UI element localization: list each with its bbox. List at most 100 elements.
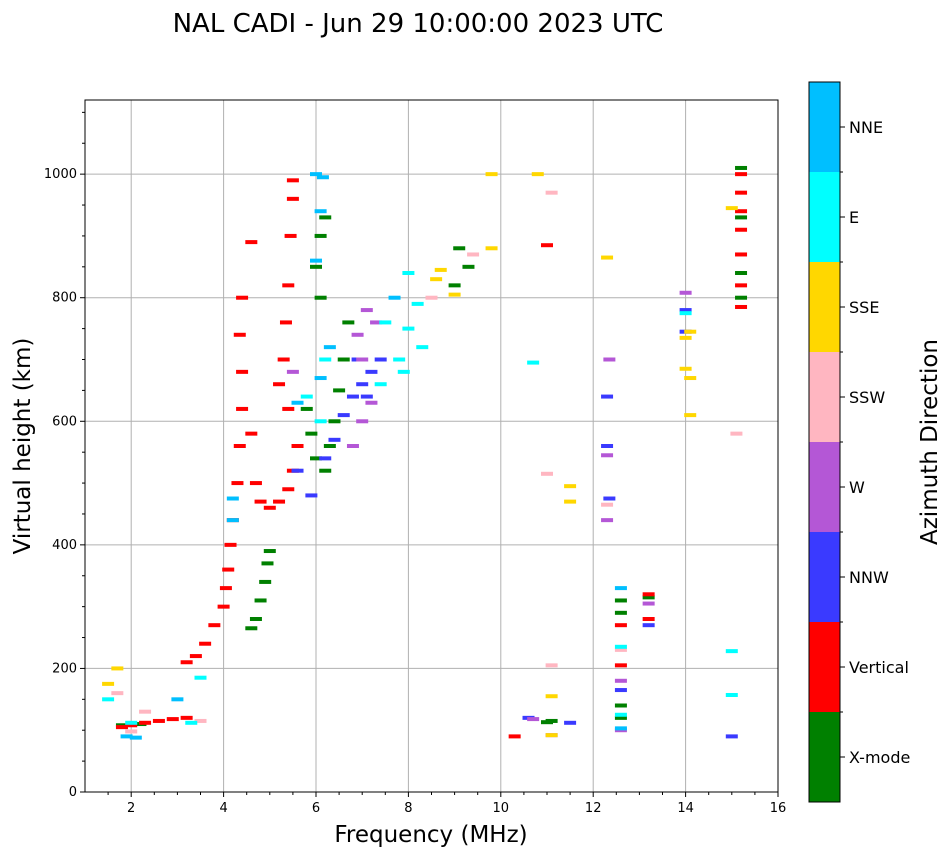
data-point: [545, 733, 558, 738]
data-point: [564, 484, 577, 489]
data-point: [233, 444, 246, 448]
data-point: [614, 623, 627, 628]
data-point: [365, 400, 378, 405]
data-point: [245, 626, 258, 631]
x-tick-label: 8: [404, 801, 412, 816]
data-point: [545, 694, 558, 699]
x-axis-label: Frequency (MHz): [334, 822, 527, 848]
colorbar: X-mode Vertical NNW W SSW SSE E NNE: [808, 81, 910, 803]
plot-frame: [84, 99, 779, 793]
colorbar-segment: [809, 352, 840, 442]
data-point: [601, 502, 614, 507]
data-point: [356, 382, 369, 387]
data-point: [614, 688, 627, 693]
y-axis-ticks: 0 200 400 600 800 1000: [44, 111, 85, 800]
data-point: [226, 518, 239, 523]
data-point: [531, 172, 544, 177]
data-point: [642, 601, 655, 606]
data-point: [679, 366, 692, 371]
data-point: [328, 437, 341, 442]
x-tick-label: 6: [312, 801, 320, 816]
data-points: [102, 165, 748, 740]
data-point: [245, 431, 258, 436]
data-point: [374, 382, 387, 387]
data-point: [346, 444, 359, 448]
data-point: [314, 419, 327, 424]
data-point: [603, 496, 616, 501]
data-point: [319, 215, 332, 220]
data-point: [735, 295, 748, 300]
data-point: [614, 663, 627, 668]
data-point: [684, 329, 697, 334]
x-tick-label: 10: [493, 801, 510, 816]
data-point: [448, 292, 461, 297]
data-point: [360, 394, 373, 399]
data-point: [282, 487, 295, 492]
data-point: [411, 301, 424, 306]
data-point: [115, 725, 128, 730]
data-point: [291, 400, 304, 405]
data-point: [277, 357, 290, 362]
data-point: [453, 246, 466, 251]
data-point: [434, 267, 447, 272]
data-point: [545, 663, 558, 668]
data-point: [305, 431, 318, 436]
data-point: [379, 320, 392, 325]
data-point: [254, 598, 267, 603]
data-point: [233, 332, 246, 337]
x-tick-label: 2: [127, 801, 135, 816]
data-point: [614, 586, 627, 591]
data-point: [333, 388, 346, 393]
data-point: [125, 723, 138, 728]
data-point: [614, 703, 627, 708]
data-point: [374, 357, 387, 362]
data-point: [603, 357, 616, 362]
data-point: [485, 246, 498, 251]
data-point: [397, 369, 410, 374]
data-point: [261, 561, 274, 566]
data-point: [351, 332, 364, 337]
colorbar-segment: [809, 532, 840, 622]
data-point: [388, 295, 401, 300]
data-point: [273, 382, 286, 387]
data-point: [545, 190, 558, 195]
data-point: [416, 345, 429, 350]
data-point: [430, 277, 443, 282]
data-point: [310, 172, 322, 177]
data-point: [236, 406, 249, 411]
data-point: [125, 720, 138, 725]
colorbar-tick-label: NNW: [849, 568, 889, 587]
data-point: [300, 394, 313, 399]
data-point: [286, 369, 299, 374]
data-point: [614, 678, 627, 683]
data-point: [224, 542, 237, 547]
colorbar-segment: [809, 712, 840, 802]
data-point: [679, 335, 692, 340]
data-point: [310, 258, 322, 263]
data-point: [208, 623, 221, 628]
colorbar-tick-label: X-mode: [849, 748, 910, 767]
data-point: [601, 453, 614, 458]
data-point: [735, 209, 748, 214]
data-point: [365, 369, 378, 374]
colorbar-tick-label: SSW: [849, 388, 885, 407]
chart-title: NAL CADI - Jun 29 10:00:00 2023 UTC: [173, 9, 664, 39]
data-point: [642, 617, 655, 621]
data-point: [231, 481, 244, 486]
data-point: [328, 419, 341, 424]
data-point: [314, 376, 327, 381]
data-point: [614, 712, 627, 717]
data-point: [284, 233, 297, 238]
data-point: [259, 579, 272, 584]
data-point: [180, 715, 193, 720]
colorbar-label: Azimuth Direction: [917, 339, 943, 545]
data-point: [679, 308, 692, 313]
colorbar-segment: [809, 622, 840, 712]
data-point: [314, 295, 327, 300]
y-tick-label: 1000: [44, 167, 77, 182]
data-point: [226, 496, 239, 501]
data-point: [360, 308, 373, 313]
data-point: [725, 206, 738, 211]
colorbar-segment: [809, 442, 840, 532]
data-point: [319, 456, 332, 461]
